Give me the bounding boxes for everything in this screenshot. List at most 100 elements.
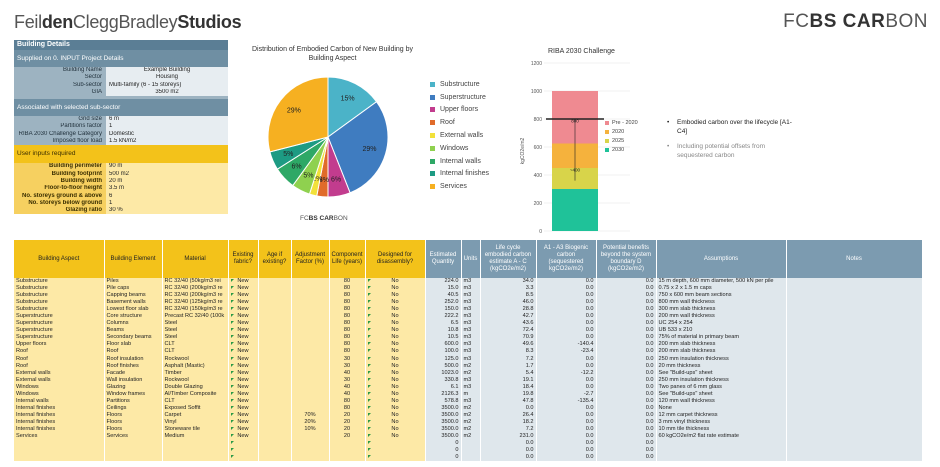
table-cell[interactable] [258, 313, 292, 321]
table-cell[interactable] [291, 285, 330, 293]
table-cell[interactable] [258, 299, 292, 307]
table-cell[interactable]: New [228, 278, 259, 286]
table-cell[interactable]: No [365, 313, 426, 321]
table-cell[interactable]: 70% [291, 411, 330, 419]
table-cell[interactable]: 40 [329, 369, 366, 377]
table-cell[interactable] [291, 341, 330, 349]
table-cell[interactable]: Superstructure [14, 334, 105, 342]
table-cell[interactable]: New [228, 341, 259, 349]
table-cell[interactable]: 20 [329, 433, 366, 441]
table-cell[interactable] [258, 447, 292, 455]
table-cell[interactable] [258, 320, 292, 328]
table-cell[interactable]: Secondary beams [104, 334, 163, 342]
table-cell[interactable]: No [365, 433, 426, 441]
table-cell[interactable] [258, 278, 292, 286]
table-cell[interactable]: Medium [162, 433, 229, 441]
table-cell[interactable]: Piles [104, 278, 163, 286]
table-cell[interactable] [162, 447, 229, 455]
table-cell[interactable]: 80 [329, 397, 366, 405]
table-cell[interactable] [291, 447, 330, 455]
table-cell[interactable]: Lowest floor slab [104, 306, 163, 314]
user-input-value[interactable]: 3.5 m [106, 185, 228, 193]
table-cell[interactable]: Rockwool [162, 355, 229, 363]
table-cell[interactable]: Roof insulation [104, 355, 163, 363]
table-cell[interactable]: Substructure [14, 292, 105, 300]
table-cell[interactable]: 40 [329, 390, 366, 398]
table-cell[interactable]: 20% [291, 418, 330, 426]
table-cell[interactable] [228, 454, 259, 462]
table-cell[interactable]: Ceilings [104, 404, 163, 412]
table-cell[interactable] [329, 447, 366, 455]
table-cell[interactable]: Substructure [14, 299, 105, 307]
table-cell[interactable]: Upper floors [14, 341, 105, 349]
table-cell[interactable] [14, 440, 105, 448]
table-cell[interactable] [365, 454, 426, 462]
table-cell[interactable]: Steel [162, 327, 229, 335]
table-cell[interactable] [291, 334, 330, 342]
table-cell[interactable] [291, 454, 330, 462]
table-cell[interactable]: New [228, 306, 259, 314]
table-cell[interactable]: 20 [329, 411, 366, 419]
table-cell[interactable]: 30 [329, 355, 366, 363]
table-cell[interactable]: Roof [104, 348, 163, 356]
table-cell[interactable]: Internal finishes [14, 418, 105, 426]
table-cell[interactable] [258, 334, 292, 342]
table-cell[interactable]: 10% [291, 425, 330, 434]
table-cell[interactable]: Services [14, 433, 105, 441]
table-cell[interactable]: Wall insulation [104, 376, 163, 384]
table-cell[interactable] [258, 327, 292, 335]
table-cell[interactable]: New [228, 404, 259, 412]
table-cell[interactable] [162, 454, 229, 462]
table-cell[interactable] [291, 313, 330, 321]
table-cell[interactable]: No [365, 320, 426, 328]
table-cell[interactable]: Basement walls [104, 299, 163, 307]
table-cell[interactable]: Facade [104, 369, 163, 377]
table-cell[interactable]: Services [104, 433, 163, 441]
table-cell[interactable]: New [228, 383, 259, 391]
table-cell[interactable]: Substructure [14, 278, 105, 286]
table-cell[interactable] [258, 362, 292, 370]
table-cell[interactable] [104, 454, 163, 462]
table-cell[interactable]: Stoneware tile [162, 425, 229, 434]
table-cell[interactable] [258, 411, 292, 419]
table-cell[interactable]: New [228, 334, 259, 342]
table-cell[interactable]: New [228, 320, 259, 328]
table-cell[interactable]: 80 [329, 334, 366, 342]
table-cell[interactable]: Window frames [104, 390, 163, 398]
table-cell[interactable]: Superstructure [14, 320, 105, 328]
table-cell[interactable]: New [228, 327, 259, 335]
table-cell[interactable] [258, 376, 292, 384]
table-cell[interactable]: Internal finishes [14, 425, 105, 434]
table-cell[interactable]: Columns [104, 320, 163, 328]
table-cell[interactable] [291, 327, 330, 335]
table-cell[interactable]: Internal finishes [14, 411, 105, 419]
table-cell[interactable]: Superstructure [14, 313, 105, 321]
table-cell[interactable]: 80 [329, 299, 366, 307]
table-cell[interactable] [14, 447, 105, 455]
table-cell[interactable]: No [365, 425, 426, 434]
table-cell[interactable]: New [228, 369, 259, 377]
table-cell[interactable]: Substructure [14, 306, 105, 314]
table-cell[interactable]: Internal finishes [14, 404, 105, 412]
table-cell[interactable]: Roof [14, 355, 105, 363]
table-cell[interactable]: Partitions [104, 397, 163, 405]
table-cell[interactable]: Glazing [104, 383, 163, 391]
table-cell[interactable] [291, 292, 330, 300]
table-cell[interactable]: Timber [162, 369, 229, 377]
table-cell[interactable] [258, 397, 292, 405]
table-cell[interactable]: No [365, 278, 426, 286]
table-cell[interactable]: No [365, 411, 426, 419]
table-cell[interactable]: New [228, 355, 259, 363]
table-cell[interactable]: No [365, 285, 426, 293]
table-cell[interactable] [258, 390, 292, 398]
table-cell[interactable]: New [228, 418, 259, 426]
table-cell[interactable] [104, 440, 163, 448]
table-cell[interactable]: No [365, 362, 426, 370]
table-cell[interactable] [329, 454, 366, 462]
table-cell[interactable]: Carpet [162, 411, 229, 419]
table-cell[interactable]: 30 [329, 362, 366, 370]
table-cell[interactable] [291, 355, 330, 363]
table-cell[interactable] [291, 306, 330, 314]
table-cell[interactable]: 80 [329, 292, 366, 300]
table-cell[interactable]: 30 [329, 376, 366, 384]
